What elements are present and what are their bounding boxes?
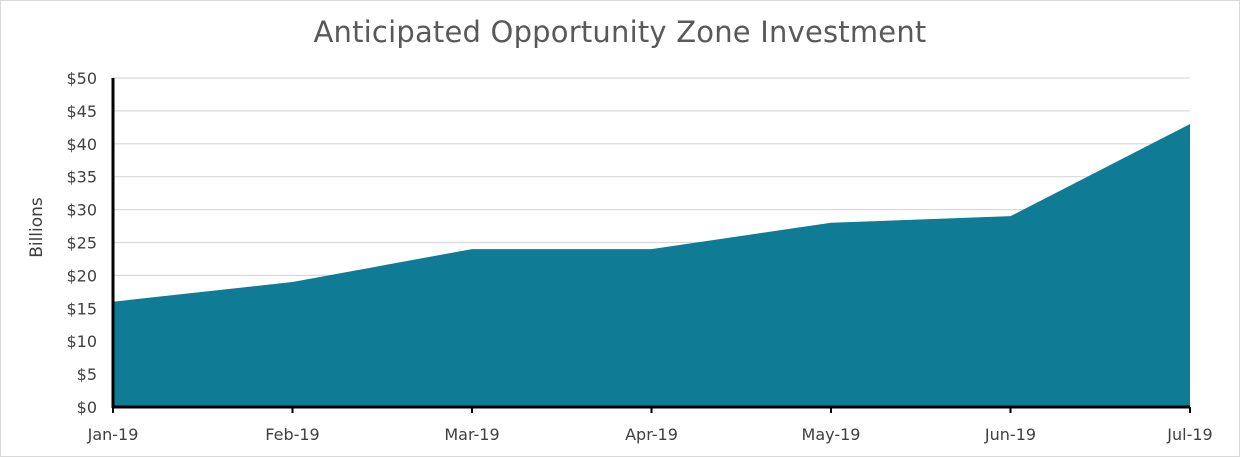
y-tick-label: $45: [66, 102, 97, 121]
y-tick-label: $35: [66, 168, 97, 187]
y-tick-label: $50: [66, 69, 97, 88]
x-tick-label: Apr-19: [625, 425, 678, 444]
x-tick-label: Feb-19: [265, 425, 319, 444]
x-tick-label: May-19: [802, 425, 861, 444]
x-tick-label: Jul-19: [1166, 425, 1212, 444]
y-tick-label: $15: [66, 299, 97, 318]
y-tick-label: $25: [66, 234, 97, 253]
chart-title: Anticipated Opportunity Zone Investment: [313, 15, 927, 49]
y-tick-label: $0: [77, 398, 97, 417]
y-tick-label: $5: [77, 365, 97, 384]
area-series: [113, 124, 1190, 407]
x-tick-label: Mar-19: [444, 425, 499, 444]
x-tick-labels: Jan-19 Feb-19 Mar-19 Apr-19 May-19 Jun-19 Jul-…: [87, 425, 1213, 444]
x-tick-label: Jan-19: [87, 425, 139, 444]
y-tick-label: $30: [66, 201, 97, 220]
y-tick-label: $20: [66, 266, 97, 285]
y-tick-label: $10: [66, 332, 97, 351]
y-tick-labels: $0 $5 $10 $15 $20 $25 $30 $35 $40 $45 $50: [66, 69, 97, 417]
y-axis-title: Billions: [27, 197, 47, 258]
axes: [111, 78, 1191, 413]
x-tick-label: Jun-19: [984, 425, 1036, 444]
y-tick-label: $40: [66, 135, 97, 154]
